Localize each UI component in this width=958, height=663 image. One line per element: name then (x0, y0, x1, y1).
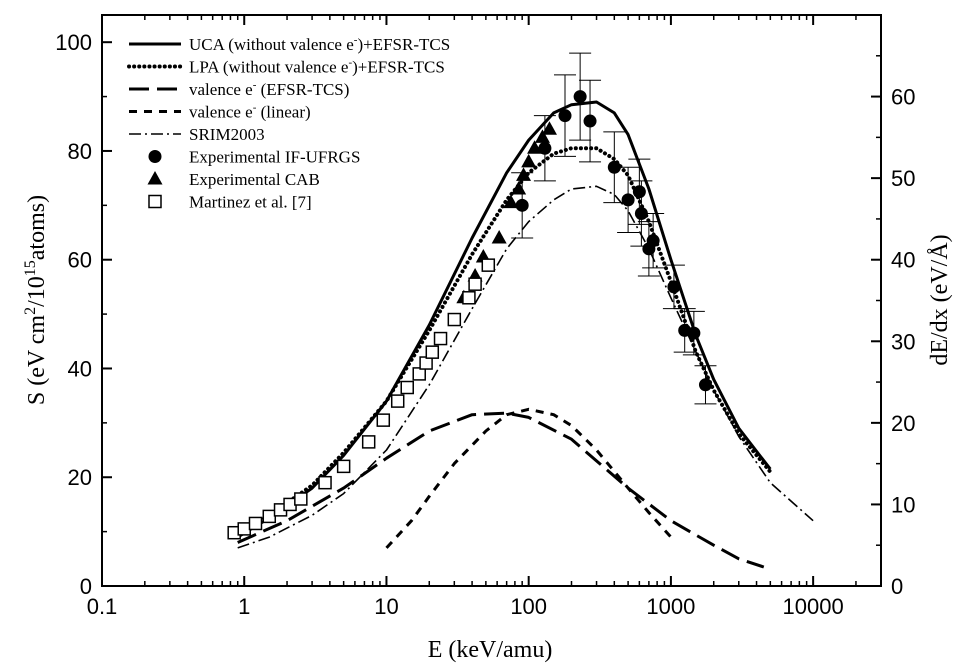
data-point-martinez (433, 331, 448, 346)
data-point-cab (503, 194, 519, 209)
data-point-if_ufrgs (538, 141, 552, 155)
y2-tick-label: 10 (891, 492, 915, 517)
y-tick-label: 100 (55, 30, 92, 55)
legend-marker-martinez (148, 194, 162, 209)
y-axis-title: S (eV cm2/1015atoms) (22, 195, 50, 405)
data-point-cab (511, 181, 527, 195)
data-point-if_ufrgs (634, 206, 648, 220)
legend-label-if_ufrgs: Experimental IF-UFRGS (189, 148, 360, 167)
data-point-cab (541, 121, 557, 135)
data-point-martinez (318, 475, 332, 490)
y-tick-label: 40 (68, 356, 92, 381)
data-point-if_ufrgs (583, 114, 597, 128)
legend: UCA (without valence e-)+EFSR-TCS LPA (wi… (127, 34, 450, 212)
legend-label-lpa: LPA (without valence e-)+EFSR-TCS (189, 57, 445, 77)
x-tick-label: 10000 (783, 594, 844, 619)
data-point-martinez (262, 509, 277, 524)
data-point-martinez (400, 380, 414, 395)
legend-marker-cab (147, 171, 163, 185)
legend-label-valence_efsr: valence e- (EFSR-TCS) (189, 79, 349, 99)
data-point-martinez (390, 394, 405, 408)
legend-label-valence_linear: valence e- (linear) (189, 102, 311, 122)
data-point-martinez (376, 413, 391, 427)
axes: 0.1 1 10 100 1000 100000204060801000102030405… (55, 15, 915, 619)
data-point-if_ufrgs (667, 280, 681, 294)
data-point-martinez (294, 492, 308, 506)
y2-tick-label: 20 (891, 411, 915, 436)
y2-axis-title: dE/dx (eV/Å) (927, 234, 953, 365)
data-point-martinez (481, 258, 496, 272)
x-axis-title: E (keV/amu) (428, 637, 553, 663)
y2-tick-label: 60 (891, 85, 915, 110)
data-point-if_ufrgs (621, 193, 635, 207)
y-tick-label: 80 (68, 139, 92, 164)
data-point-martinez (447, 312, 462, 327)
data-point-martinez (425, 345, 440, 359)
series-line-srim (237, 185, 814, 549)
series-line-valence_efsr (237, 411, 765, 569)
y2-tick-label: 30 (891, 329, 915, 354)
legend-label-uca: UCA (without valence e-)+EFSR-TCS (189, 34, 450, 54)
data-point-martinez (248, 516, 263, 531)
y-tick-label: 0 (80, 574, 92, 599)
data-point-if_ufrgs (698, 378, 712, 392)
data-point-martinez (237, 522, 251, 536)
plot-area (227, 52, 814, 569)
x-tick-label: 1000 (646, 594, 695, 619)
y-tick-label: 20 (68, 465, 92, 490)
x-tick-label: 1 (238, 594, 250, 619)
data-point-martinez (468, 277, 482, 291)
x-tick-label: 0.1 (87, 594, 118, 619)
data-point-martinez (462, 291, 476, 305)
legend-label-srim: SRIM2003 (189, 125, 265, 144)
data-point-if_ufrgs (558, 109, 572, 123)
legend-label-cab: Experimental CAB (189, 170, 320, 189)
y2-tick-label: 40 (891, 248, 915, 273)
data-point-if_ufrgs (687, 326, 701, 340)
series-line-valence_linear (385, 407, 673, 549)
legend-marker-if_ufrgs (148, 150, 162, 163)
data-point-if_ufrgs (573, 90, 587, 104)
data-point-cab (534, 129, 550, 143)
data-point-martinez (361, 435, 376, 449)
data-point-cab (527, 140, 543, 154)
data-point-if_ufrgs (515, 198, 529, 212)
data-point-if_ufrgs (632, 185, 646, 199)
x-tick-label: 10 (374, 594, 398, 619)
data-point-cab (491, 229, 507, 244)
data-point-if_ufrgs (646, 234, 660, 248)
y-tick-label: 60 (68, 248, 92, 273)
y2-tick-label: 0 (891, 574, 903, 599)
x-tick-label: 100 (510, 594, 547, 619)
legend-label-martinez: Martinez et al. [7] (189, 193, 312, 212)
data-point-cab (521, 153, 537, 168)
data-point-martinez (412, 367, 426, 381)
y2-tick-label: 50 (891, 166, 915, 191)
series-line-lpa (235, 146, 773, 537)
data-point-martinez (336, 459, 351, 474)
data-point-cab (516, 167, 532, 181)
data-point-if_ufrgs (607, 160, 621, 174)
